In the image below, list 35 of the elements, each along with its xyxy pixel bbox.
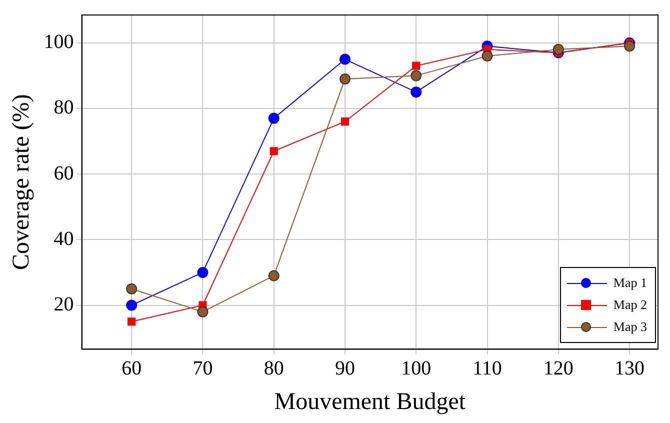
- x-tick-label: 130: [614, 357, 645, 380]
- point: [552, 44, 564, 55]
- x-tick-label: 90: [335, 357, 355, 380]
- x-tick-label: 120: [543, 357, 574, 380]
- point: [340, 73, 351, 84]
- point: [197, 266, 208, 278]
- point: [340, 54, 351, 65]
- y-tick-label: 80: [54, 96, 74, 119]
- point: [128, 318, 136, 326]
- y-axis-title: Coverage rate (%): [8, 94, 35, 270]
- y-tick-label: 40: [54, 228, 74, 250]
- y-tick-label: 20: [54, 294, 74, 316]
- point: [197, 306, 208, 318]
- point: [268, 270, 280, 282]
- point: [126, 283, 138, 294]
- y-tick-label: 100: [44, 31, 74, 54]
- x-axis-title: Mouvement Budget: [274, 388, 466, 415]
- legend-label: Map 1: [613, 275, 647, 291]
- x-tick-label: 100: [401, 357, 432, 380]
- legend-label: Map 2: [613, 297, 647, 313]
- point: [410, 86, 422, 98]
- point: [268, 112, 280, 124]
- point: [340, 118, 350, 126]
- point: [410, 70, 422, 82]
- x-tick-label: 80: [264, 357, 284, 380]
- legend-label: Map 3: [613, 319, 647, 335]
- point: [482, 50, 493, 62]
- point: [270, 147, 278, 156]
- x-tick-label: 70: [192, 357, 213, 380]
- point: [624, 40, 636, 52]
- x-tick-label: 60: [122, 357, 142, 380]
- x-tick-label: 110: [472, 357, 502, 380]
- y-tick-label: 60: [54, 162, 74, 184]
- point: [126, 300, 138, 311]
- point: [412, 62, 420, 70]
